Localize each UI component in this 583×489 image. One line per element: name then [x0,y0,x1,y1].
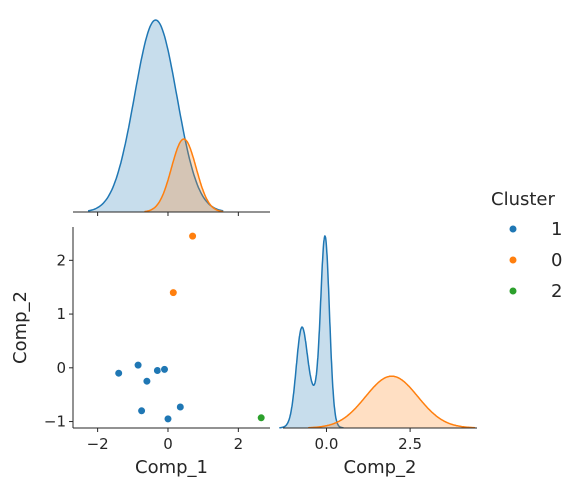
comp2-density-xtick-label: 0.0 [315,435,339,453]
scatter-xtick-label: 0 [163,435,173,453]
legend-marker-cluster-0 [508,255,518,265]
scatter-point-cluster-1 [134,361,143,370]
scatter-point-cluster-1 [142,377,151,386]
x-axis-label-comp1: Comp_1 [135,457,208,478]
scatter-ytick-label: 0 [56,359,66,377]
kde-fill-comp2-cluster-0 [308,376,476,428]
scatter-point-cluster-1 [137,406,146,415]
x-axis-label-comp2: Comp_2 [344,457,417,478]
legend-title: Cluster [491,189,555,210]
scatter-point-cluster-1 [114,369,123,378]
comp2-density-xtick-label: 2.5 [398,435,422,453]
legend-label-cluster-0: 0 [551,250,562,271]
y-axis-label-comp2: Comp_2 [10,291,31,364]
kde-line-comp2-cluster-0 [308,375,476,429]
legend-marker-cluster-1 [508,224,518,234]
legend-label-cluster-1: 1 [551,219,562,240]
kde-fill-comp1-cluster-1 [88,20,224,212]
scatter-ytick-label: 2 [56,251,66,269]
kde-line-comp1-cluster-1 [87,19,224,212]
kde-line-comp1-cluster-0 [144,138,224,213]
scatter-point-cluster-1 [176,402,185,412]
kde-line-comp2-cluster-1 [279,235,344,429]
scatter-point-cluster-1 [153,366,162,375]
legend-label-cluster-2: 2 [551,281,562,302]
scatter-point-cluster-2 [257,413,266,422]
scatter-ytick-label: 1 [56,305,66,323]
comp1-vs-comp2-scatter-panel: −1 0 1 2 −2 0 2 Comp_1 Comp_2 [10,227,270,478]
scatter-point-cluster-1 [160,365,169,374]
scatter-ytick-label: −1 [44,413,66,431]
legend: Cluster 1 0 2 [491,189,562,302]
scatter-point-cluster-1 [163,414,173,424]
scatter-point-cluster-0 [169,288,178,297]
scatter-point-cluster-0 [188,232,197,241]
scatter-xtick-label: 2 [234,435,244,453]
comp2-density-panel: 0.0 2.5 Comp_2 [279,235,477,478]
comp1-density-panel [73,19,270,216]
scatter-xtick-label: −2 [87,435,109,453]
legend-marker-cluster-2 [508,286,518,296]
